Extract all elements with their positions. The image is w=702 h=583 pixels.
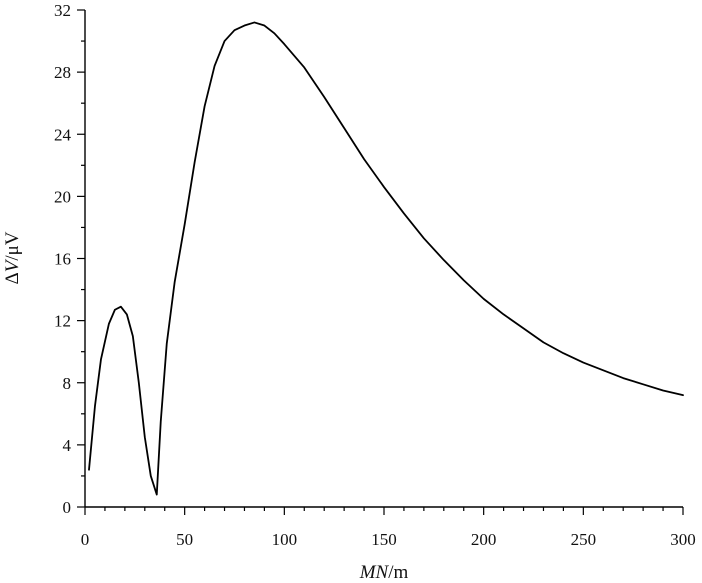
x-axis: 0 50 100 150 200 250 300 — [81, 506, 696, 549]
x-tick-label: 200 — [471, 530, 497, 549]
y-tick-label: 4 — [63, 436, 72, 455]
y-tick-label: 12 — [54, 312, 71, 331]
x-tick-label: 300 — [670, 530, 696, 549]
y-tick-label: 16 — [54, 250, 71, 269]
x-tick-label: 50 — [176, 530, 193, 549]
x-axis-title: MN/m — [359, 562, 409, 583]
x-tick-label: 100 — [272, 530, 298, 549]
y-tick-label: 20 — [54, 187, 71, 206]
x-tick-label: 250 — [571, 530, 597, 549]
y-axis: 0 4 8 12 16 20 24 28 32 — [54, 1, 86, 517]
y-tick-label: 24 — [54, 125, 72, 144]
y-tick-label: 32 — [54, 1, 71, 20]
x-tick-label: 150 — [371, 530, 397, 549]
y-axis-title: ΔV/μV — [2, 231, 23, 284]
x-tick-label: 0 — [81, 530, 90, 549]
y-tick-label: 28 — [54, 63, 71, 82]
series-line — [88, 21, 684, 496]
y-tick-label: 8 — [63, 374, 72, 393]
y-tick-label: 0 — [63, 498, 72, 517]
